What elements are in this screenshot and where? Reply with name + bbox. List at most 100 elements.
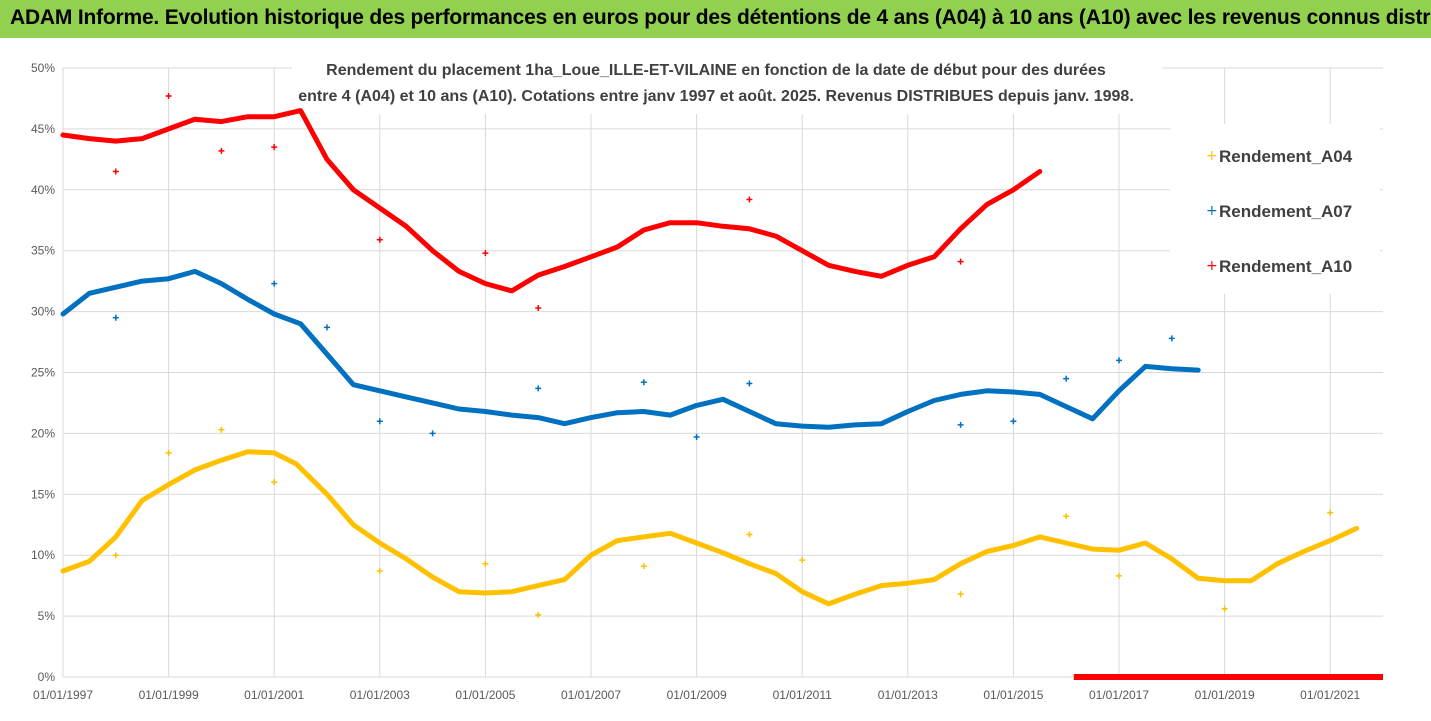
data-point (1037, 392, 1042, 397)
data-point (985, 388, 989, 393)
outlier-point (482, 250, 489, 257)
outlier-point (165, 449, 172, 456)
data-point (61, 133, 65, 137)
x-tick-label: 01/01/2005 (455, 688, 515, 702)
series-a10 (60, 93, 1383, 680)
data-point (668, 531, 673, 536)
data-point (1169, 366, 1174, 371)
chart-subtitle-line-2: entre 4 (A04) et 10 ans (A10). Cotations… (298, 88, 1134, 105)
legend-marker-a04: + (1206, 148, 1218, 164)
data-point (773, 571, 778, 576)
data-point (457, 589, 461, 594)
y-tick-label: 50% (31, 61, 55, 75)
data-point (747, 561, 752, 566)
outlier-point (376, 418, 383, 425)
series-line-a10 (60, 108, 1043, 294)
data-point (826, 425, 831, 430)
data-point (219, 458, 224, 463)
data-point (1117, 388, 1121, 393)
outlier-point (1221, 605, 1228, 612)
data-point (483, 281, 488, 286)
outlier-point (640, 563, 647, 570)
x-axis-ticks: 01/01/1997 01/01/1999 01/01/2001 01/01/2003… (33, 688, 1361, 702)
data-point (1143, 541, 1148, 545)
data-point (87, 136, 92, 141)
data-point (1143, 364, 1148, 369)
data-point (1249, 578, 1253, 583)
outlier-point (376, 236, 383, 243)
data-point (298, 321, 303, 326)
outlier-point (640, 379, 647, 386)
x-tick-label: 01/01/2009 (667, 688, 727, 702)
data-point (562, 577, 567, 582)
outlier-point (1010, 418, 1017, 425)
data-point (509, 589, 514, 594)
data-point (800, 248, 805, 253)
data-point (140, 498, 145, 503)
outlier-point (271, 280, 278, 287)
x-tick-label: 01/01/1997 (33, 688, 93, 702)
data-point (1064, 541, 1069, 545)
series-a07 (60, 268, 1201, 441)
outlier-point (112, 168, 119, 175)
data-point (193, 117, 197, 122)
data-point (879, 421, 884, 426)
data-point (430, 575, 435, 580)
x-tick-label: 01/01/2013 (878, 688, 938, 702)
data-point (826, 263, 831, 268)
data-point (905, 409, 910, 414)
data-point (905, 263, 910, 268)
outlier-point (799, 557, 806, 564)
outlier-point (376, 568, 383, 575)
data-point (1117, 548, 1121, 553)
outlier-point (535, 304, 542, 311)
y-tick-label: 10% (31, 548, 55, 562)
data-point (773, 421, 778, 426)
legend-label-a07: Rendement_A07 (1219, 202, 1352, 221)
data-point (615, 538, 620, 543)
data-point (1011, 187, 1016, 192)
data-point (272, 450, 277, 455)
y-tick-label: 35% (31, 244, 55, 258)
data-point (245, 449, 250, 454)
data-point (404, 224, 409, 229)
data-point (589, 254, 593, 259)
data-point (615, 410, 620, 415)
data-point (113, 534, 118, 539)
outlier-point (1063, 513, 1070, 520)
data-point (589, 415, 593, 420)
data-point (219, 119, 224, 124)
outlier-point (746, 196, 753, 203)
title-banner: ADAM Informe. Evolution historique des p… (0, 0, 1431, 38)
y-tick-label: 40% (31, 183, 55, 197)
data-point (826, 601, 831, 606)
data-point (1169, 556, 1174, 561)
data-point (1037, 169, 1042, 174)
data-point (325, 352, 329, 357)
data-point (747, 409, 752, 414)
x-tick-label: 01/01/2017 (1089, 688, 1149, 702)
data-point (294, 461, 299, 466)
outlier-point (957, 421, 964, 428)
data-point (800, 589, 805, 594)
y-tick-label: 0% (38, 670, 56, 684)
data-point (404, 394, 409, 399)
data-point (87, 559, 92, 564)
data-point (377, 388, 382, 393)
data-point (589, 553, 593, 558)
outlier-point (165, 93, 172, 100)
data-point (1301, 549, 1306, 554)
data-point (879, 274, 884, 279)
data-point (1328, 538, 1333, 543)
data-point (140, 279, 145, 284)
performance-chart: 0% 5% 10% 15% 20% 25% 30% 35% 40% 45% 50% 01/01/19… (0, 38, 1431, 721)
outlier-point (1168, 335, 1175, 342)
outlier-point (1116, 572, 1122, 579)
data-point (61, 312, 65, 316)
legend-marker-a07: + (1206, 203, 1218, 219)
y-tick-label: 25% (31, 366, 55, 380)
data-point (1196, 368, 1201, 373)
chart-subtitle-line-1: Rendement du placement 1ha_Loue_ILLE-ET-… (326, 62, 1106, 79)
data-point (272, 312, 277, 316)
data-point (853, 592, 857, 597)
